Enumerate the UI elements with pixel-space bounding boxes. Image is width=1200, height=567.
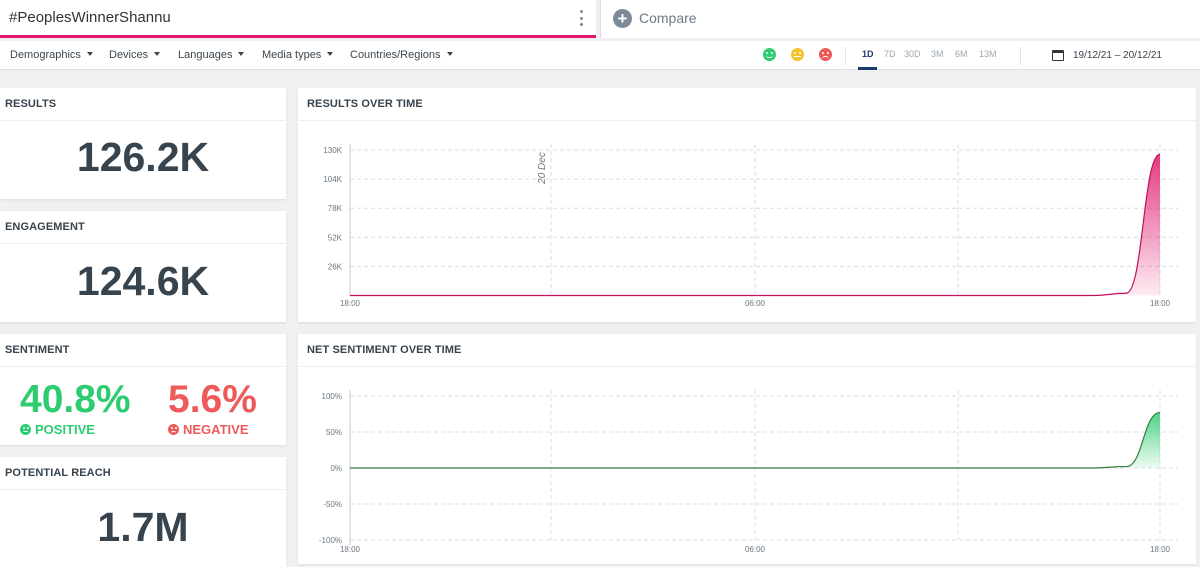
filter-media-types[interactable]: Media types — [262, 49, 334, 61]
active-range-indicator — [858, 67, 877, 70]
x-tick-label: 18:00 — [340, 545, 361, 554]
y-tick-label: 52K — [328, 233, 343, 242]
y-tick-label: -50% — [323, 500, 342, 509]
card-title: POTENTIAL REACH — [5, 467, 111, 479]
card-title: SENTIMENT — [5, 344, 70, 356]
filter-languages[interactable]: Languages — [178, 49, 245, 61]
results-card: RESULTS 126.2K — [0, 88, 286, 199]
results-over-time-chart: 130K 104K 78K 52K 26K 18:00 06:00 18:00 20 Dec — [323, 144, 1178, 308]
x-tick-label: 06:00 — [745, 545, 766, 554]
card-title: NET SENTIMENT OVER TIME — [307, 344, 462, 356]
caret-down-icon — [446, 52, 453, 56]
filter-label: Devices — [109, 49, 149, 61]
plus-circle-icon: + — [613, 9, 632, 28]
filter-bar: Demographics Devices Languages Media typ… — [0, 41, 1200, 70]
sentiment-card: SENTIMENT 40.8% POSITIVE 5.6% NEGATIVE — [0, 334, 286, 445]
y-tick-label: 104K — [323, 175, 342, 184]
reach-value: 1.7M — [97, 504, 189, 550]
divider — [845, 47, 846, 65]
query-text[interactable]: #PeoplesWinnerShannu — [9, 9, 171, 26]
calendar-icon[interactable] — [1052, 50, 1064, 61]
range-30d[interactable]: 30D — [904, 49, 921, 59]
range-6m[interactable]: 6M — [955, 49, 968, 59]
x-tick-label: 18:00 — [1150, 545, 1171, 554]
top-bar: #PeoplesWinnerShannu + Compare — [0, 0, 1200, 40]
filter-countries-regions[interactable]: Countries/Regions — [350, 49, 453, 61]
caret-down-icon — [238, 52, 245, 56]
neutral-sentiment-filter-icon[interactable] — [791, 48, 804, 61]
positive-label: POSITIVE — [20, 422, 95, 437]
y-tick-label: 0% — [330, 464, 342, 473]
card-title: RESULTS — [5, 98, 57, 110]
card-title: RESULTS OVER TIME — [307, 98, 423, 110]
range-3m[interactable]: 3M — [931, 49, 944, 59]
caret-down-icon — [327, 52, 334, 56]
range-13m[interactable]: 13M — [979, 49, 997, 59]
positive-face-icon — [20, 424, 31, 435]
series-line — [350, 153, 1161, 297]
results-value: 126.2K — [76, 134, 210, 180]
caret-down-icon — [86, 52, 93, 56]
negative-face-icon — [168, 424, 179, 435]
x-tick-label: 18:00 — [340, 299, 361, 308]
range-1d[interactable]: 1D — [862, 49, 874, 59]
filter-label: Demographics — [10, 49, 81, 61]
x-tick-label: 18:00 — [1150, 299, 1171, 308]
net-sentiment-over-time-chart: 100%50%0%-50%-100%18:00 06:00 18:00 — [319, 390, 1178, 554]
positive-sentiment-filter-icon[interactable] — [763, 48, 776, 61]
filter-devices[interactable]: Devices — [109, 49, 161, 61]
positive-value: 40.8% — [20, 378, 131, 421]
series-line — [350, 411, 1161, 469]
y-tick-label: 50% — [326, 428, 342, 437]
x-tick-label: 06:00 — [745, 299, 766, 308]
y-tick-label: 26K — [328, 262, 343, 271]
y-tick-label: 78K — [328, 204, 343, 213]
y-tick-label: 130K — [323, 146, 342, 155]
divider — [1020, 47, 1021, 65]
compare-label: Compare — [639, 10, 697, 26]
filter-demographics[interactable]: Demographics — [10, 49, 93, 61]
negative-label: NEGATIVE — [168, 422, 249, 437]
filter-label: Media types — [262, 49, 322, 61]
range-7d[interactable]: 7D — [884, 49, 896, 59]
y-tick-label: 100% — [322, 392, 342, 401]
results-over-time-card: RESULTS OVER TIME 130K 104K 78K 52K 26K 18:00… — [298, 88, 1196, 322]
date-range[interactable]: 19/12/21 – 20/12/21 — [1073, 50, 1162, 61]
card-title: ENGAGEMENT — [5, 221, 85, 233]
caret-down-icon — [154, 52, 161, 56]
negative-value: 5.6% — [168, 378, 257, 421]
potential-reach-card: POTENTIAL REACH 1.7M — [0, 457, 286, 567]
engagement-card: ENGAGEMENT 124.6K — [0, 211, 286, 322]
kebab-menu-icon[interactable] — [574, 8, 588, 28]
date-annotation: 20 Dec — [537, 152, 548, 185]
query-box[interactable]: #PeoplesWinnerShannu — [0, 0, 596, 38]
compare-button[interactable]: + Compare — [600, 0, 1200, 38]
filter-label: Countries/Regions — [350, 49, 441, 61]
net-sentiment-over-time-card: NET SENTIMENT OVER TIME 100% 50% 0% -50% -10… — [298, 334, 1196, 564]
y-tick-label: -100% — [319, 536, 342, 545]
engagement-value: 124.6K — [76, 258, 210, 304]
negative-sentiment-filter-icon[interactable] — [819, 48, 832, 61]
filter-label: Languages — [178, 49, 233, 61]
